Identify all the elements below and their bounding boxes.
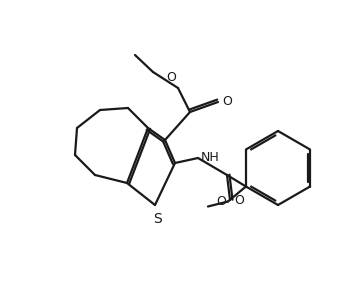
Text: O: O: [166, 71, 176, 84]
Text: S: S: [153, 212, 161, 226]
Text: O: O: [222, 95, 232, 108]
Text: O: O: [216, 195, 226, 208]
Text: NH: NH: [201, 151, 220, 164]
Text: O: O: [234, 193, 244, 206]
Text: methoxy: methoxy: [201, 209, 207, 210]
